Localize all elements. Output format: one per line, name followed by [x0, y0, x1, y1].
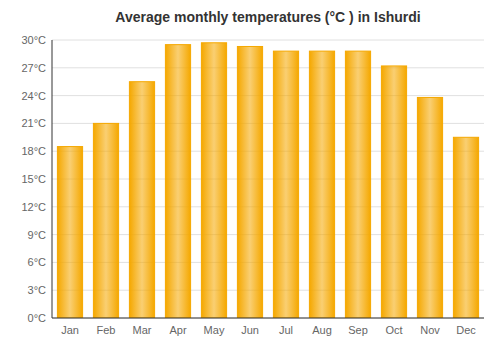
x-tick-label: Dec: [456, 324, 476, 336]
bar: [345, 51, 370, 318]
bar: [93, 123, 118, 318]
x-tick-label: Jan: [61, 324, 79, 336]
y-tick-label: 3°C: [28, 284, 47, 296]
bar: [309, 51, 334, 318]
bar: [165, 45, 190, 318]
y-axis-line: [52, 40, 53, 318]
y-tick-label: 15°C: [21, 173, 46, 185]
x-tick-label: Aug: [312, 324, 332, 336]
grid-line: [52, 67, 484, 68]
y-tick-label: 21°C: [21, 117, 46, 129]
x-tick-label: Jul: [279, 324, 293, 336]
bar: [129, 82, 154, 318]
bars: [57, 43, 478, 318]
x-tick-label: Nov: [420, 324, 440, 336]
chart: Average monthly temperatures (°C ) in Is…: [0, 0, 500, 350]
bar: [417, 97, 442, 318]
y-tick-label: 27°C: [21, 62, 46, 74]
bar: [57, 147, 82, 318]
x-tick-label: May: [204, 324, 225, 336]
title: Average monthly temperatures (°C ) in Is…: [115, 9, 420, 25]
bar: [237, 46, 262, 318]
y-axis: 0°C 3°C 6°C 9°C 12°C 15°C 18°C 21°C 24°C 27°C 30°C: [21, 34, 46, 324]
x-tick-label: Apr: [169, 324, 186, 336]
grid: [52, 40, 484, 318]
y-tick-label: 6°C: [28, 256, 47, 268]
chart-container: Average monthly temperatures (°C ) in Is…: [0, 0, 500, 350]
x-tick-label: Oct: [385, 324, 402, 336]
x-axis-line: [52, 318, 484, 319]
bar: [453, 137, 478, 318]
grid-line: [52, 95, 484, 96]
x-tick-label: Jun: [241, 324, 259, 336]
bar: [381, 66, 406, 318]
y-tick-label: 18°C: [21, 145, 46, 157]
x-axis: Jan Feb Mar Apr May Jun Jul Aug Sep Oct Nov Dec: [61, 324, 476, 336]
y-tick-label: 9°C: [28, 229, 47, 241]
grid-line: [52, 40, 484, 41]
x-tick-label: Sep: [348, 324, 368, 336]
x-tick-label: Mar: [133, 324, 152, 336]
y-tick-label: 12°C: [21, 201, 46, 213]
y-tick-label: 24°C: [21, 90, 46, 102]
bar: [201, 43, 226, 318]
y-tick-label: 0°C: [28, 312, 47, 324]
grid-line: [52, 318, 484, 319]
bar: [273, 51, 298, 318]
y-tick-label: 30°C: [21, 34, 46, 46]
x-tick-label: Feb: [97, 324, 116, 336]
